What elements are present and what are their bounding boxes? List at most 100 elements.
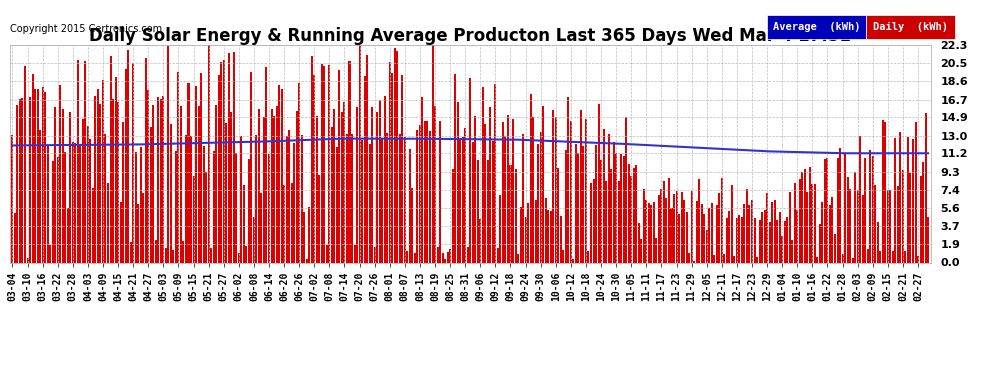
Bar: [99, 104, 101, 262]
Bar: [442, 253, 444, 262]
Bar: [557, 168, 559, 262]
Bar: [291, 183, 293, 262]
Bar: [394, 48, 396, 262]
Bar: [543, 106, 545, 262]
Bar: [308, 207, 310, 262]
Bar: [675, 190, 677, 262]
Bar: [877, 222, 879, 262]
Bar: [494, 84, 496, 262]
Bar: [187, 83, 189, 262]
Bar: [45, 92, 47, 262]
Bar: [859, 136, 861, 262]
Bar: [729, 211, 731, 262]
Bar: [135, 152, 137, 262]
Bar: [892, 251, 894, 262]
Bar: [140, 147, 142, 262]
Bar: [409, 149, 411, 262]
Bar: [250, 72, 252, 262]
Bar: [469, 78, 471, 262]
Bar: [894, 138, 896, 262]
Bar: [652, 202, 655, 262]
Bar: [260, 193, 262, 262]
Bar: [432, 45, 434, 262]
Bar: [794, 183, 796, 262]
Bar: [605, 181, 607, 262]
Bar: [112, 99, 114, 262]
Bar: [507, 115, 509, 262]
Bar: [246, 246, 248, 262]
Bar: [285, 136, 288, 262]
Bar: [708, 208, 710, 262]
Bar: [461, 137, 463, 262]
Bar: [840, 148, 842, 262]
Bar: [226, 123, 228, 262]
Bar: [628, 165, 630, 262]
Bar: [663, 181, 665, 262]
Bar: [152, 105, 154, 262]
Bar: [265, 67, 267, 262]
Bar: [899, 132, 902, 262]
Bar: [358, 45, 360, 262]
Bar: [527, 202, 529, 262]
Bar: [412, 188, 414, 262]
Bar: [600, 159, 602, 262]
Bar: [515, 169, 517, 262]
Bar: [154, 240, 156, 262]
Bar: [42, 87, 44, 262]
Bar: [451, 169, 453, 262]
Bar: [341, 112, 343, 262]
Bar: [344, 102, 346, 262]
Bar: [389, 62, 391, 262]
Bar: [809, 167, 811, 262]
Bar: [331, 127, 333, 262]
Bar: [120, 202, 122, 262]
Bar: [872, 156, 874, 262]
Bar: [157, 97, 159, 262]
Bar: [917, 256, 919, 262]
Bar: [643, 189, 644, 262]
Bar: [887, 190, 889, 262]
Bar: [922, 162, 924, 262]
Bar: [379, 100, 381, 262]
Bar: [376, 112, 378, 262]
Bar: [205, 172, 207, 262]
Bar: [577, 153, 579, 262]
Bar: [102, 80, 104, 262]
Bar: [817, 257, 819, 262]
Bar: [72, 142, 74, 262]
Bar: [406, 251, 408, 262]
Bar: [19, 99, 21, 262]
Bar: [84, 61, 86, 262]
Bar: [170, 124, 172, 262]
Bar: [595, 145, 597, 262]
Bar: [897, 186, 899, 262]
Bar: [638, 223, 640, 262]
Bar: [64, 152, 66, 262]
Bar: [195, 86, 197, 262]
Bar: [454, 74, 456, 262]
Bar: [414, 253, 416, 262]
Bar: [907, 137, 909, 262]
Bar: [623, 156, 625, 262]
Bar: [422, 97, 424, 262]
Bar: [319, 175, 321, 262]
Bar: [275, 106, 277, 262]
Bar: [645, 200, 647, 262]
Bar: [445, 259, 446, 262]
Bar: [143, 194, 145, 262]
Bar: [535, 200, 537, 262]
Bar: [348, 61, 350, 262]
Bar: [39, 130, 42, 262]
Bar: [208, 45, 210, 262]
Bar: [517, 254, 519, 262]
Bar: [736, 218, 738, 262]
Bar: [741, 217, 742, 262]
Bar: [198, 106, 200, 262]
Bar: [856, 190, 858, 262]
Bar: [678, 214, 680, 262]
Bar: [743, 204, 745, 262]
Bar: [680, 192, 682, 262]
Bar: [258, 109, 260, 262]
Bar: [17, 105, 19, 262]
Bar: [97, 89, 99, 262]
